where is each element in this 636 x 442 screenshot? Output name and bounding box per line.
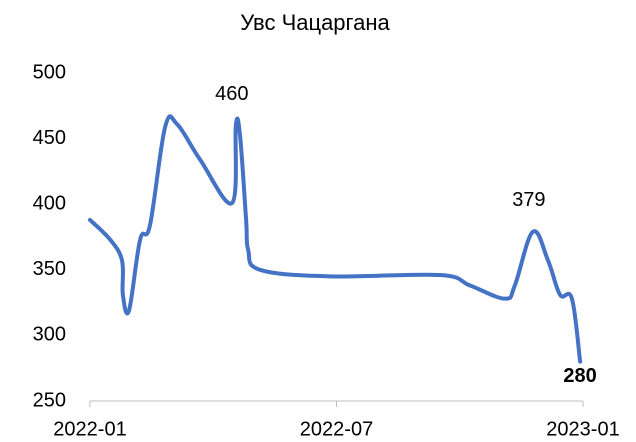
y-tick-label: 350 <box>33 258 66 280</box>
y-tick-label: 500 <box>33 61 66 83</box>
x-tick-label: 2023-01 <box>546 418 619 440</box>
y-tick-label: 450 <box>33 127 66 149</box>
chart-title: Увс Чацаргана <box>240 10 390 35</box>
x-tick-label: 2022-01 <box>53 418 126 440</box>
data-label: 280 <box>563 365 596 387</box>
y-tick-label: 300 <box>33 324 66 346</box>
data-label: 379 <box>512 189 545 211</box>
line <box>88 114 583 364</box>
y-tick-label: 250 <box>33 389 66 411</box>
data-label: 460 <box>215 83 248 105</box>
y-tick-label: 400 <box>33 192 66 214</box>
x-tick-label: 2022-07 <box>300 418 373 440</box>
